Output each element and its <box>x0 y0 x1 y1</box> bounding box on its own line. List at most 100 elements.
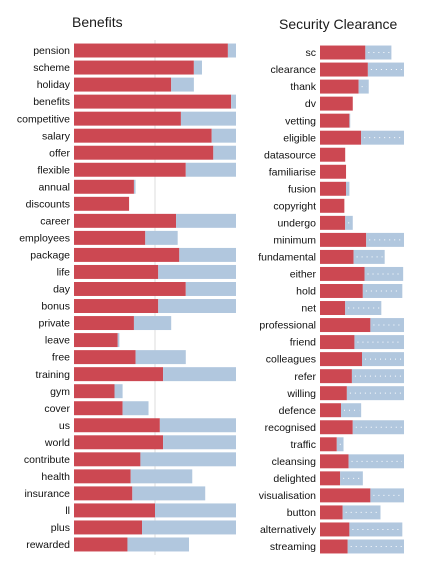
bar-segment-secondary <box>349 113 351 128</box>
panel-security-clearance: sc clearance thank dv vetting eligible datasou… <box>258 45 404 554</box>
category-label: hold <box>296 286 316 298</box>
bar-segment-secondary <box>211 128 236 143</box>
category-label: benefits <box>33 96 70 108</box>
category-label: familiarise <box>269 166 316 178</box>
category-label: plus <box>51 522 70 534</box>
bar-segment-primary <box>320 318 371 333</box>
bar-segment-primary <box>74 418 160 433</box>
bar-segment-primary <box>320 96 353 111</box>
bar-segment-primary <box>320 488 371 503</box>
bar-segment-secondary <box>171 77 194 92</box>
bar-segment-secondary <box>176 213 236 228</box>
bar-segment-primary <box>74 77 172 92</box>
bar-segment-primary <box>74 452 141 467</box>
category-label: clearance <box>270 64 316 76</box>
bar-segment-secondary <box>364 266 404 281</box>
category-label: career <box>40 215 70 227</box>
bar-segment-secondary <box>179 247 236 262</box>
bar-segment-primary <box>74 486 133 501</box>
bar-segment-secondary <box>352 420 404 435</box>
bar-segment-primary <box>74 316 134 331</box>
bar-segment-primary <box>74 520 143 535</box>
category-label: cover <box>44 403 70 415</box>
category-label: visualisation <box>259 490 316 502</box>
category-label: undergo <box>277 217 316 229</box>
category-label: either <box>290 269 317 281</box>
bar-segment-secondary <box>180 111 236 126</box>
bar-segment-primary <box>320 215 346 230</box>
chart-title-benefits: Benefits <box>72 14 123 30</box>
category-label: datasource <box>264 149 316 161</box>
bar-segment-primary <box>74 537 128 552</box>
bar-segment-primary <box>320 386 347 401</box>
category-label: pension <box>33 45 70 57</box>
category-label: training <box>36 369 71 381</box>
bar-segment-secondary <box>127 537 190 552</box>
category-label: recognised <box>265 422 317 434</box>
bar-segment-primary <box>320 164 347 179</box>
bar-segment-secondary <box>349 522 403 537</box>
bar-segment-secondary <box>361 130 404 145</box>
bar-segment-secondary <box>155 503 236 518</box>
category-label: annual <box>38 181 70 193</box>
category-label: defence <box>279 405 317 417</box>
bar-segment-secondary <box>163 367 236 382</box>
bar-segment-primary <box>74 333 118 348</box>
bar-segment-primary <box>74 299 159 314</box>
category-label: insurance <box>24 488 70 500</box>
bar-segment-primary <box>74 162 186 177</box>
bar-segment-primary <box>320 420 353 435</box>
bar-segment-primary <box>320 335 355 350</box>
category-label: eligible <box>283 132 316 144</box>
bar-segment-primary <box>74 401 123 416</box>
bar-segment-secondary <box>346 181 350 196</box>
bar-segment-primary <box>74 367 164 382</box>
bar-segment-secondary <box>185 281 236 296</box>
bar-segment-secondary <box>158 299 236 314</box>
bar-segment-secondary <box>117 333 120 348</box>
bar-segment-primary <box>320 539 348 554</box>
bar-segment-secondary <box>114 384 123 399</box>
category-label: refer <box>294 371 316 383</box>
category-label: life <box>57 267 71 279</box>
bar-segment-primary <box>320 369 352 384</box>
category-label: bonus <box>41 301 70 313</box>
category-label: discounts <box>26 198 70 210</box>
bar-segment-primary <box>74 469 131 484</box>
bar-segment-secondary <box>122 401 149 416</box>
bar-segment-secondary <box>163 435 236 450</box>
bar-segment-secondary <box>362 352 404 367</box>
bar-segment-secondary <box>145 230 178 245</box>
category-label: ll <box>65 505 70 517</box>
category-label: streaming <box>270 541 316 553</box>
category-label: net <box>301 303 316 315</box>
bar-segment-secondary <box>130 469 193 484</box>
bar-segment-secondary <box>213 145 236 160</box>
category-label: friend <box>290 337 316 349</box>
bar-segment-primary <box>74 230 146 245</box>
category-label: minimum <box>273 234 316 246</box>
bar-segment-primary <box>320 147 346 162</box>
bar-segment-primary <box>320 437 337 452</box>
bar-segment-secondary <box>358 79 369 94</box>
category-label: scheme <box>33 62 70 74</box>
bar-segment-primary <box>74 384 115 399</box>
bar-segment-primary <box>74 111 181 126</box>
bar-segment-primary <box>74 435 164 450</box>
bar-segment-secondary <box>158 264 236 279</box>
bar-segment-primary <box>320 45 366 60</box>
bar-segment-secondary <box>140 452 236 467</box>
panel-benefits: pension scheme holiday benefits competitive s… <box>17 40 236 555</box>
bar-segment-primary <box>74 43 228 58</box>
category-label: package <box>30 250 70 262</box>
bar-segment-primary <box>74 145 214 160</box>
bar-segment-primary <box>320 249 354 264</box>
bar-segment-primary <box>74 94 232 109</box>
category-label: us <box>59 420 70 432</box>
bar-segment-secondary <box>341 403 362 418</box>
category-label: copyright <box>273 200 316 212</box>
category-label: colleagues <box>266 354 316 366</box>
bar-segment-primary <box>320 232 367 247</box>
category-label: vetting <box>285 115 316 127</box>
bar-segment-primary <box>320 62 368 77</box>
